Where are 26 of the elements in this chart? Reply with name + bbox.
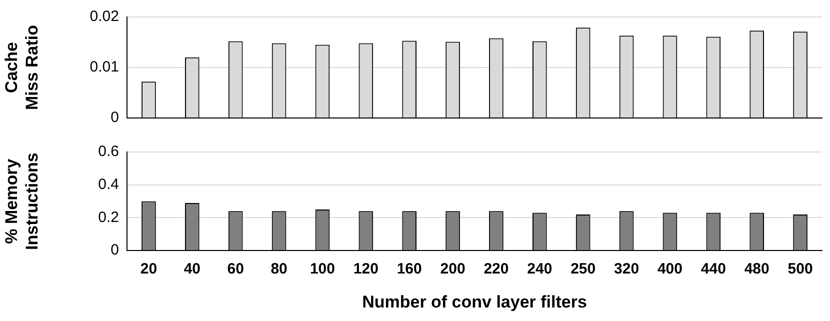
y-tick-label: 0 xyxy=(110,109,119,126)
x-axis-title: Number of conv layer filters xyxy=(362,292,587,312)
x-tick-label: 240 xyxy=(527,260,552,278)
x-tick-label: 100 xyxy=(310,260,335,278)
y-tick-label: 0.2 xyxy=(98,208,119,226)
x-tick-label: 480 xyxy=(744,260,770,278)
y-axis-title: % Memory Instructions xyxy=(2,152,42,250)
x-tick-label: 120 xyxy=(353,260,378,278)
y-tick-label: 0 xyxy=(110,242,119,259)
x-tick-label: 220 xyxy=(484,260,509,278)
x-tick-label: 40 xyxy=(184,260,200,278)
x-tick-label: 20 xyxy=(140,260,158,278)
y-tick-label: 0.4 xyxy=(98,176,119,194)
x-tick-label: 80 xyxy=(270,260,288,278)
x-tick-label: 320 xyxy=(614,260,640,278)
x-tick-label: 400 xyxy=(657,260,682,278)
y-tick-label: 0.6 xyxy=(98,143,119,160)
x-tick-label: 500 xyxy=(788,260,813,278)
y-tick-label: 0.02 xyxy=(90,8,119,26)
y-axis-title: Cache Miss Ratio xyxy=(2,24,42,110)
x-tick-label: 200 xyxy=(440,260,466,278)
x-tick-label: 160 xyxy=(396,260,422,278)
x-tick-label: 250 xyxy=(570,260,596,278)
x-tick-label: 440 xyxy=(700,260,726,278)
x-tick-label: 60 xyxy=(227,260,244,278)
y-tick-label: 0.01 xyxy=(90,58,119,76)
